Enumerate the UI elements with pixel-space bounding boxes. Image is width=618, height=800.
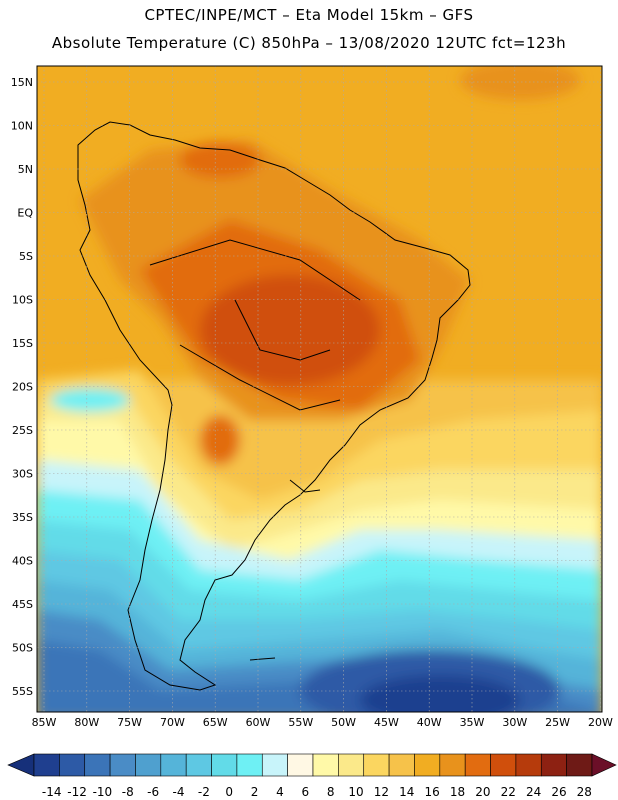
colorbar-label: -6 bbox=[147, 785, 159, 799]
lat-label: 20S bbox=[12, 381, 33, 394]
lat-label: 50S bbox=[12, 642, 33, 655]
colorbar-label: 8 bbox=[327, 785, 335, 799]
colorbar-label: -14 bbox=[42, 785, 62, 799]
colorbar-label: 20 bbox=[475, 785, 490, 799]
lon-label: 80W bbox=[74, 716, 99, 729]
colorbar-swatch bbox=[540, 753, 567, 777]
colorbar-swatch bbox=[388, 753, 415, 777]
colorbar-swatch bbox=[59, 753, 86, 777]
lon-label: 20W bbox=[588, 716, 613, 729]
lon-label: 40W bbox=[417, 716, 442, 729]
lat-label: 10N bbox=[11, 120, 33, 133]
colorbar-swatch bbox=[414, 753, 441, 777]
colorbar-over-arrow bbox=[591, 753, 617, 777]
colorbar-swatch bbox=[439, 753, 466, 777]
colorbar-label: 12 bbox=[374, 785, 389, 799]
colorbar-swatch bbox=[135, 753, 162, 777]
lon-label: 70W bbox=[160, 716, 185, 729]
colorbar-swatch bbox=[566, 753, 593, 777]
colorbar-under-arrow bbox=[7, 753, 35, 777]
lon-label: 35W bbox=[460, 716, 485, 729]
lon-label: 50W bbox=[331, 716, 356, 729]
colorbar-swatch bbox=[490, 753, 517, 777]
lat-label: 5N bbox=[18, 163, 33, 176]
coastline bbox=[77, 121, 471, 691]
colorbar-swatch bbox=[363, 753, 390, 777]
colorbar-label: 4 bbox=[276, 785, 284, 799]
lat-label: 55S bbox=[12, 685, 33, 698]
colorbar-swatch bbox=[185, 753, 212, 777]
colorbar-label: 28 bbox=[577, 785, 592, 799]
lat-label: 15S bbox=[12, 337, 33, 350]
colorbar-swatch bbox=[236, 753, 263, 777]
lon-label: 60W bbox=[246, 716, 271, 729]
latitude-labels: 15N 10N 5N EQ 5S 10S 15S 20S 25S 30S 35S 40S 45S 50S 5… bbox=[11, 76, 34, 698]
colorbar-labels: -14 -12 -10 -8 -6 -4 -2 0 2 4 6 8 10 12 14 16 18 20 22 24 26… bbox=[42, 785, 592, 799]
colorbar-label: 0 bbox=[225, 785, 233, 799]
colorbar-label: 22 bbox=[501, 785, 516, 799]
lat-label: 45S bbox=[12, 598, 33, 611]
colorbar-label: -2 bbox=[198, 785, 210, 799]
lat-label: 10S bbox=[12, 294, 33, 307]
colorbar-label: -4 bbox=[173, 785, 185, 799]
colorbar-swatch bbox=[160, 753, 187, 777]
lon-label: 65W bbox=[203, 716, 228, 729]
colorbar-swatch bbox=[261, 753, 288, 777]
lon-label: 55W bbox=[288, 716, 313, 729]
lon-label: 85W bbox=[32, 716, 57, 729]
lon-label: 30W bbox=[502, 716, 527, 729]
colorbar-swatch bbox=[338, 753, 365, 777]
colorbar-swatch bbox=[109, 753, 136, 777]
lon-label: 45W bbox=[374, 716, 399, 729]
longitude-labels: 85W 80W 75W 70W 65W 60W 55W 50W 45W 40W 35W 30W 25W 2… bbox=[32, 716, 613, 729]
colorbar-swatch bbox=[33, 753, 60, 777]
colorbar bbox=[7, 753, 617, 777]
colorbar-label: 6 bbox=[301, 785, 309, 799]
colorbar-swatch bbox=[287, 753, 314, 777]
lat-label: 30S bbox=[12, 468, 33, 481]
temperature-field bbox=[37, 66, 602, 712]
colorbar-swatch bbox=[312, 753, 339, 777]
title-line-2: Absolute Temperature (C) 850hPa – 13/08/… bbox=[51, 34, 567, 52]
colorbar-label: 24 bbox=[526, 785, 541, 799]
colorbar-label: -10 bbox=[93, 785, 113, 799]
map-frame bbox=[36, 65, 603, 713]
colorbar-label: 18 bbox=[450, 785, 465, 799]
lat-label: 35S bbox=[12, 511, 33, 524]
colorbar-label: -8 bbox=[122, 785, 134, 799]
lat-label: EQ bbox=[17, 207, 33, 220]
colorbar-label: 16 bbox=[424, 785, 439, 799]
colorbar-swatch bbox=[84, 753, 111, 777]
colorbar-swatch bbox=[515, 753, 542, 777]
lon-label: 25W bbox=[545, 716, 570, 729]
lon-label: 75W bbox=[117, 716, 142, 729]
colorbar-label: 10 bbox=[348, 785, 363, 799]
lat-label: 40S bbox=[12, 555, 33, 568]
title-line-1: CPTEC/INPE/MCT – Eta Model 15km – GFS bbox=[144, 6, 474, 24]
colorbar-label: 26 bbox=[551, 785, 566, 799]
lat-label: 5S bbox=[19, 250, 33, 263]
colorbar-label: 2 bbox=[251, 785, 259, 799]
colorbar-swatch bbox=[464, 753, 491, 777]
lat-label: 15N bbox=[11, 76, 33, 89]
lat-label: 25S bbox=[12, 424, 33, 437]
colorbar-swatch bbox=[211, 753, 238, 777]
colorbar-label: -12 bbox=[67, 785, 87, 799]
colorbar-label: 14 bbox=[399, 785, 414, 799]
